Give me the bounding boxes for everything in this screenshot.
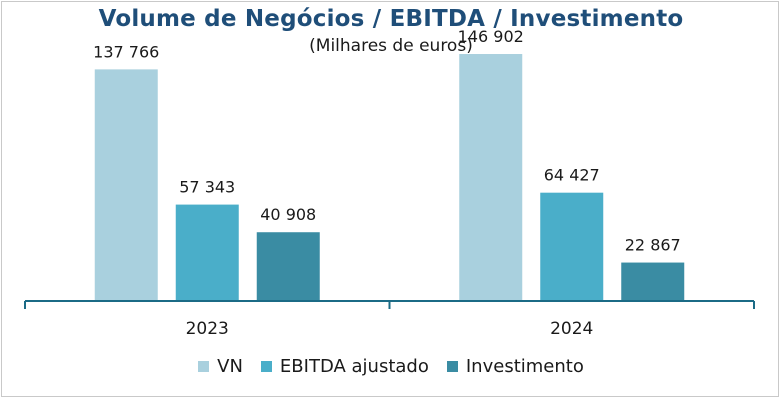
legend-item: EBITDA ajustado [260,356,429,377]
legend-swatch [198,361,210,372]
bar-1-2024 [459,54,523,301]
chart-title: Volume de Negócios / EBITDA / Investimen… [98,6,684,32]
bar-2-2023 [175,204,239,301]
legend-swatch [446,361,458,372]
x-tick-label: 2023 [186,319,229,339]
legend-item: Investimento [446,356,584,377]
chart-legend: VN EBITDA ajustado Investimento [0,356,782,377]
legend-label: VN [217,356,243,377]
data-label: 40 908 [260,205,316,224]
legend-label: EBITDA ajustado [279,356,429,377]
bar-2-2024 [540,192,604,301]
chart-subtitle: (Milhares de euros) [309,36,473,56]
data-label: 146 902 [458,27,524,46]
legend-swatch [260,361,272,372]
data-label: 64 427 [544,166,600,185]
data-label: 57 343 [179,178,235,197]
legend-item: VN [198,356,243,377]
bar-1-2023 [94,69,158,301]
data-label: 22 867 [625,236,681,255]
x-tick-label: 2024 [550,319,593,339]
bar-3-2023 [256,232,320,301]
bar-3-2024 [621,262,685,301]
data-label: 137 766 [93,42,159,61]
legend-label: Investimento [465,356,584,377]
